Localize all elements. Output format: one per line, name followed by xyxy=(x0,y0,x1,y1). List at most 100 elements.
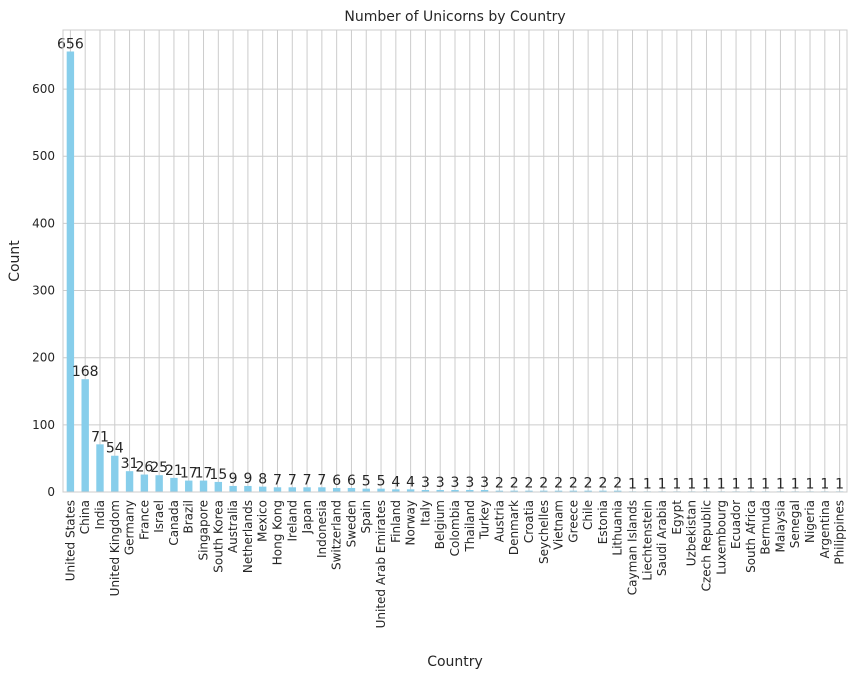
bar xyxy=(584,490,592,492)
bar-value-label: 3 xyxy=(436,475,445,491)
bar-value-label: 2 xyxy=(569,476,578,492)
bar-value-label: 17 xyxy=(180,466,198,482)
bar xyxy=(480,489,489,492)
bar xyxy=(81,379,89,492)
x-tick-label: Philippines xyxy=(833,500,847,565)
bar xyxy=(125,471,134,492)
x-tick-label: Norway xyxy=(404,500,418,546)
bar-value-label: 7 xyxy=(273,472,282,488)
bar-value-label: 1 xyxy=(835,476,844,492)
x-tick-label: Australia xyxy=(226,500,240,553)
bar-value-label: 1 xyxy=(732,476,741,492)
x-tick-label: Indonesia xyxy=(315,500,329,558)
x-tick-label: Sweden xyxy=(344,500,358,547)
bar-value-label: 26 xyxy=(135,460,153,476)
bar-value-label: 2 xyxy=(495,476,504,492)
bar-value-label: 54 xyxy=(106,441,124,457)
bar xyxy=(525,490,533,492)
y-tick-label: 100 xyxy=(32,418,55,432)
x-tick-label: Argentina xyxy=(818,500,832,559)
bar-value-label: 9 xyxy=(243,471,252,487)
x-tick-label: Nigeria xyxy=(803,500,817,543)
bar-value-label: 1 xyxy=(746,476,755,492)
bar-value-label: 3 xyxy=(465,475,474,491)
bar-value-label: 1 xyxy=(658,476,667,492)
bar xyxy=(155,475,163,492)
bar-value-label: 1 xyxy=(791,476,800,492)
bar-value-label: 2 xyxy=(510,476,519,492)
bar-value-label: 17 xyxy=(195,466,213,482)
x-tick-label: Austria xyxy=(492,500,506,542)
x-tick-label: France xyxy=(137,500,151,540)
bar xyxy=(599,490,607,492)
bar xyxy=(170,477,178,492)
x-tick-label: Belgium xyxy=(433,500,447,549)
bar-value-label: 4 xyxy=(406,474,415,490)
x-tick-label: China xyxy=(78,500,92,534)
bar-value-label: 3 xyxy=(480,475,489,491)
x-tick-label: Luxembourg xyxy=(714,500,728,575)
bar-value-label: 71 xyxy=(91,429,109,445)
bar-value-label: 6 xyxy=(332,473,341,489)
x-tick-label: Saudi Arabia xyxy=(655,500,669,576)
bar xyxy=(96,444,104,492)
x-tick-label: India xyxy=(93,500,107,529)
bar-value-label: 1 xyxy=(717,476,726,492)
bar-value-label: 4 xyxy=(391,474,400,490)
x-tick-label: Ireland xyxy=(285,500,299,542)
bar-value-label: 7 xyxy=(303,472,312,488)
x-tick-label: Croatia xyxy=(522,500,536,543)
bar xyxy=(259,486,267,492)
bar-value-label: 168 xyxy=(72,364,99,380)
x-tick-label: Colombia xyxy=(448,500,462,556)
x-tick-label: Singapore xyxy=(197,500,211,561)
bar xyxy=(540,490,548,492)
bar-value-label: 3 xyxy=(421,475,430,491)
bar-value-label: 5 xyxy=(377,474,386,490)
x-axis-ticks: United States China India United Kingdom Ger… xyxy=(63,500,846,629)
x-tick-label: Greece xyxy=(566,500,580,543)
bar xyxy=(303,487,311,492)
x-tick-label: Finland xyxy=(389,500,403,543)
bar-value-label: 1 xyxy=(628,476,637,492)
chart-title: Number of Unicorns by Country xyxy=(344,9,565,25)
bar-value-label: 2 xyxy=(584,476,593,492)
bar-value-label: 15 xyxy=(209,467,227,483)
bar xyxy=(436,489,444,492)
bar-value-label: 9 xyxy=(229,471,238,487)
bar xyxy=(318,487,326,492)
bar-value-label: 1 xyxy=(820,476,829,492)
x-tick-label: Ecuador xyxy=(729,500,743,549)
x-tick-label: Israel xyxy=(152,500,166,533)
bar-value-label: 7 xyxy=(317,472,326,488)
x-tick-label: Switzerland xyxy=(330,500,344,570)
bar-value-label: 1 xyxy=(643,476,652,492)
y-tick-label: 300 xyxy=(32,284,55,298)
x-tick-label: South Africa xyxy=(744,500,758,573)
bar-value-label: 1 xyxy=(702,476,711,492)
bar xyxy=(362,488,370,492)
bar xyxy=(347,487,356,492)
grid xyxy=(63,30,847,493)
bar xyxy=(614,490,622,492)
bar-value-label: 2 xyxy=(598,476,607,492)
bar-value-label: 2 xyxy=(554,476,563,492)
x-tick-label: Hong Kong xyxy=(270,500,284,565)
x-tick-label: Mexico xyxy=(256,500,270,542)
bar xyxy=(140,474,149,492)
x-tick-label: Chile xyxy=(581,500,595,530)
x-tick-label: Cayman Islands xyxy=(626,500,640,595)
bar-value-label: 1 xyxy=(672,476,681,492)
bar xyxy=(466,489,474,492)
x-tick-label: Canada xyxy=(167,500,181,546)
x-tick-label: Bermuda xyxy=(759,500,773,555)
bar xyxy=(495,490,504,492)
x-tick-label: Italy xyxy=(418,500,432,526)
bar xyxy=(377,488,385,492)
y-axis-label: Count xyxy=(7,240,23,282)
x-tick-label: United States xyxy=(63,500,77,581)
bar xyxy=(288,487,296,492)
bar xyxy=(332,487,341,492)
